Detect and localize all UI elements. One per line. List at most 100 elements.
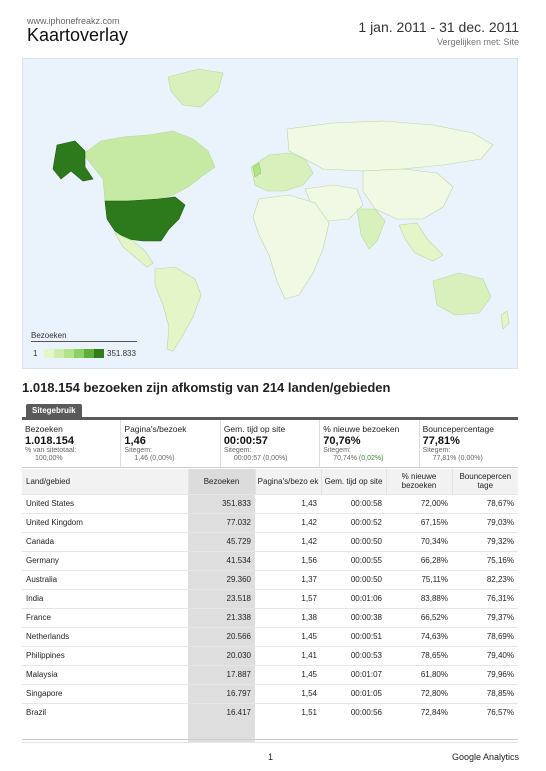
cell-time: 00:00:52 [321, 512, 386, 532]
cell-visits: 45.729 [188, 531, 255, 551]
cell-country[interactable]: Malaysia [22, 664, 188, 684]
metric-label: Gem. tijd op site [223, 424, 286, 434]
date-range[interactable]: 1 jan. 2011 - 31 dec. 2011 [358, 19, 519, 35]
metric-label: Pagina's/bezoek [124, 424, 187, 434]
table-row: Brazil 16.417 1,51 00:00:56 72,84% 76,57% [22, 702, 518, 722]
report-header: www.iphonefreakz.com Kaartoverlay 1 jan.… [27, 16, 519, 50]
map-region-east-asia [362, 168, 454, 220]
footer-brand: Google Analytics [451, 752, 519, 762]
cell-pps: 1,45 [255, 664, 321, 684]
legend-swatch [74, 349, 84, 358]
cell-time: 00:01:06 [321, 588, 386, 608]
map-region-south-america [154, 266, 202, 352]
table-row: Philippines 20.030 1,41 00:00:53 78,65% 79,40… [22, 645, 518, 665]
col-header-bounce-rate[interactable]: Bouncepercen tage [451, 469, 518, 494]
cell-new: 66,28% [386, 550, 452, 570]
cell-country[interactable]: United Kingdom [22, 512, 188, 532]
map-region-europe [250, 152, 314, 192]
table-row: France 21.338 1,38 00:00:38 66,52% 79,37% [22, 607, 518, 627]
metric-sub-value-text: 1,46 (0,00%) [134, 455, 175, 462]
cell-new: 83,88% [386, 588, 452, 608]
country-table: Land/gebied Bezoeken Pagina's/bezo ek Ge… [22, 469, 518, 743]
cell-country[interactable]: Canada [22, 531, 188, 551]
cell-pps: 1,54 [255, 683, 321, 703]
metric-sub-label: Sitegem: [223, 447, 252, 454]
cell-time: 00:00:58 [321, 493, 386, 513]
metric-sub-value: 77,81% (0,00%) [423, 455, 515, 463]
spacer-cell [188, 722, 255, 743]
spacer-cell [452, 722, 518, 743]
spacer-cell [321, 722, 386, 743]
table-row: United Kingdom 77.032 1,42 00:00:52 67,15% 79… [22, 512, 518, 532]
cell-country[interactable]: Germany [22, 550, 188, 570]
cell-country[interactable]: Netherlands [22, 626, 188, 646]
table-row: Canada 45.729 1,42 00:00:50 70,34% 79,32% [22, 531, 518, 551]
cell-bounce: 79,40% [452, 645, 518, 665]
cell-pps: 1,57 [255, 588, 321, 608]
cell-visits: 41.534 [188, 550, 255, 570]
world-map-svg[interactable] [23, 59, 518, 369]
cell-time: 00:00:56 [321, 702, 386, 722]
map-region-india [356, 208, 386, 250]
cell-new: 78,65% [386, 645, 452, 665]
cell-time: 00:00:51 [321, 626, 386, 646]
cell-time: 00:00:50 [321, 569, 386, 589]
legend-max: 351.833 [107, 349, 136, 358]
table-row: India 23.518 1,57 00:01:06 83,88% 76,31% [22, 588, 518, 608]
metric-sub-value-text: 100,00% [35, 455, 63, 462]
cell-pps: 1,37 [255, 569, 321, 589]
cell-time: 00:00:38 [321, 607, 386, 627]
metric-sub-value: 70,74% (0,02%) [323, 455, 415, 463]
table-row: United States 351.833 1,43 00:00:58 72,00% 78… [22, 493, 518, 513]
legend-min: 1 [33, 349, 38, 358]
metric-card: % nieuwe bezoeken 70,76% Sitegem: 70,74% (0… [320, 420, 420, 467]
map-region-greenland [167, 68, 224, 108]
map-region-alaska [52, 140, 94, 182]
metric-card: Bouncepercentage 77,81% Sitegem: 77,81% (0,… [420, 420, 518, 467]
cell-country[interactable]: United States [22, 493, 188, 513]
tab-site-usage[interactable]: Sitegebruik [26, 404, 82, 417]
col-header-avg-time[interactable]: Gem. tijd op site [320, 469, 386, 494]
cell-pps: 1,41 [255, 645, 321, 665]
cell-country[interactable]: Singapore [22, 683, 188, 703]
cell-country[interactable]: Australia [22, 569, 188, 589]
cell-new: 72,80% [386, 683, 452, 703]
metric-label: % nieuwe bezoeken [323, 424, 400, 434]
metric-sub-value-text: 70,74% [333, 455, 357, 462]
page-title: Kaartoverlay [27, 25, 129, 45]
cell-country[interactable]: Brazil [22, 702, 188, 722]
site-url: www.iphonefreakz.com [27, 16, 120, 26]
table-row: Germany 41.534 1,56 00:00:55 66,28% 75,16% [22, 550, 518, 570]
cell-time: 00:01:07 [321, 664, 386, 684]
cell-bounce: 79,96% [452, 664, 518, 684]
cell-bounce: 78,69% [452, 626, 518, 646]
spacer-cell [22, 722, 188, 743]
metric-card: Pagina's/bezoek 1,46 Sitegem: 1,46 (0,00%) [121, 420, 221, 467]
map-region-usa [104, 196, 186, 242]
metric-value: 00:00:57 [223, 435, 268, 447]
table-spacer-row [22, 722, 518, 743]
col-header-pages-per-visit[interactable]: Pagina's/bezo ek [254, 469, 321, 494]
world-map[interactable]: Bezoeken 1 351.833 [22, 58, 518, 369]
map-region-se-asia [398, 222, 444, 262]
col-header-country[interactable]: Land/gebied [22, 469, 188, 494]
cell-visits: 23.518 [188, 588, 255, 608]
cell-time: 00:01:05 [321, 683, 386, 703]
cell-pps: 1,42 [255, 531, 321, 551]
cell-country[interactable]: Philippines [22, 645, 188, 665]
col-header-visits[interactable]: Bezoeken [187, 469, 255, 494]
metric-value: 1,46 [124, 435, 146, 447]
map-region-africa [252, 194, 330, 300]
cell-country[interactable]: India [22, 588, 188, 608]
cell-new: 61,80% [386, 664, 452, 684]
cell-pps: 1,43 [255, 493, 321, 513]
cell-country[interactable]: France [22, 607, 188, 627]
metric-sub-value: 00:00:57 (0,00%) [224, 455, 316, 463]
cell-time: 00:00:55 [321, 550, 386, 570]
cell-new: 72,00% [386, 493, 452, 513]
cell-visits: 29.360 [188, 569, 255, 589]
col-header-new-visits[interactable]: % nieuwe bezoeken [385, 469, 452, 494]
cell-new: 70,34% [386, 531, 452, 551]
cell-bounce: 76,57% [452, 702, 518, 722]
metric-sub-label: Sitegem: [422, 447, 451, 454]
